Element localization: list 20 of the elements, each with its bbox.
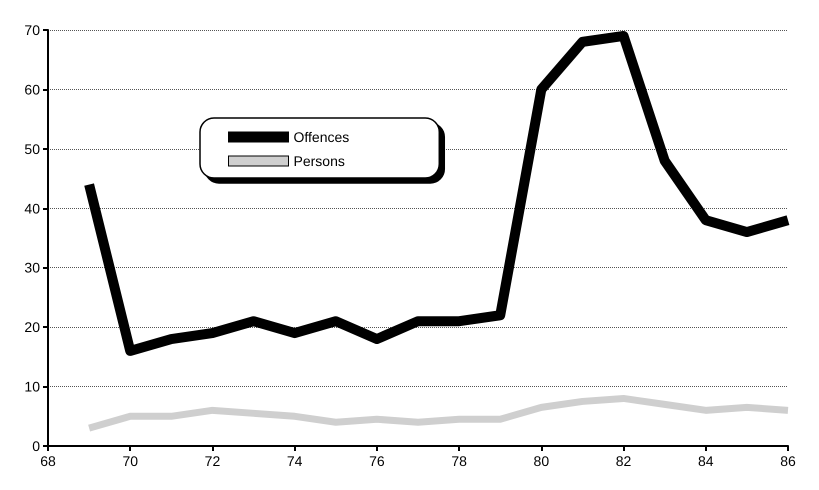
- x-tick-label: 76: [369, 453, 385, 469]
- legend-label: Persons: [294, 153, 345, 169]
- x-tick-label: 84: [698, 453, 714, 469]
- x-tick-label: 72: [204, 453, 220, 469]
- y-tick-label: 20: [24, 319, 40, 336]
- x-tick-label: 78: [451, 453, 468, 469]
- x-tick-label: 86: [780, 453, 796, 469]
- y-tick-label: 30: [24, 260, 40, 276]
- x-tick-label: 68: [40, 453, 56, 469]
- y-tick-label: 70: [24, 22, 40, 38]
- x-tick-label: 74: [286, 453, 303, 469]
- y-tick-label: 10: [24, 378, 40, 395]
- x-tick-label: 80: [534, 453, 550, 469]
- y-tick-label: 0: [32, 438, 40, 454]
- x-tick-label: 70: [122, 453, 138, 469]
- legend-label: Offences: [294, 129, 350, 145]
- y-tick-label: 50: [24, 140, 40, 157]
- y-tick-label: 60: [24, 81, 40, 98]
- y-tick-label: 40: [24, 200, 40, 216]
- x-tick-label: 82: [616, 453, 632, 469]
